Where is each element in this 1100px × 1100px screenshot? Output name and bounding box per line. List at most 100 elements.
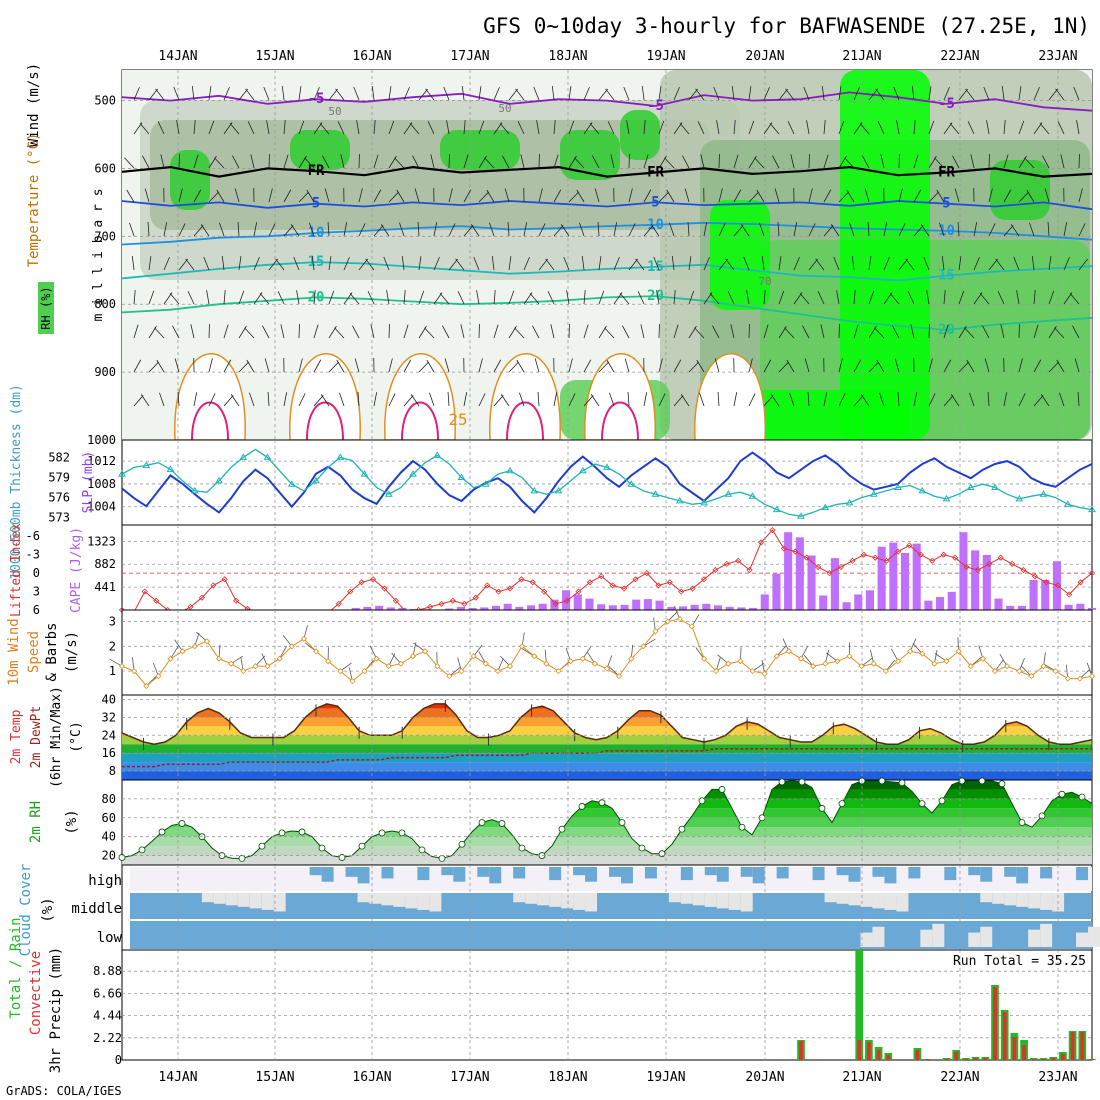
cloud-mid-cell-64 <box>896 893 909 912</box>
wind10m-point-71 <box>979 655 986 662</box>
temp2m-ylabel-2: (6hr Min/Max) <box>49 686 64 788</box>
lifted-index-point-73 <box>952 554 959 561</box>
wind-barb-410 <box>748 86 752 101</box>
wind-barb-70 <box>238 88 248 101</box>
thickness-point <box>894 483 902 490</box>
wind-barb-227 <box>460 324 465 339</box>
wind-barb-500 <box>875 88 885 101</box>
wind-barb-595 <box>1013 256 1020 271</box>
cape-bar-66 <box>889 542 898 610</box>
wind10m-barb-38 <box>582 646 591 659</box>
lifted-index-point-71 <box>929 557 936 564</box>
rh-point-84 <box>958 777 966 785</box>
wind-barb-513 <box>898 188 903 203</box>
precip-conv-bar-99 <box>1080 1032 1085 1060</box>
wind-barb-215 <box>448 258 458 271</box>
wind10m-point-45 <box>664 618 671 625</box>
wind10m-point-36 <box>555 668 562 675</box>
cape-bar-68 <box>912 543 921 610</box>
date-label-top-2: 16JAN <box>352 49 391 64</box>
lifted-index-point-33 <box>495 588 502 595</box>
wind-barb-217 <box>442 325 450 339</box>
rh-point-46 <box>578 803 586 810</box>
rh-point-52 <box>638 844 646 852</box>
cape-bar-39 <box>573 594 582 610</box>
lifted-index-point-78 <box>1009 560 1016 567</box>
wind-barb-580 <box>1001 86 1005 101</box>
precip-ytick-4: 8.88 <box>93 964 122 978</box>
precip-conv-bar-91 <box>1002 1012 1007 1060</box>
cloud-high-cell-30 <box>489 867 502 884</box>
wind-barb-612 <box>1042 155 1050 169</box>
wind10m-point-7 <box>203 638 210 645</box>
wind-barb-341 <box>643 120 646 135</box>
cape-bar-45 <box>643 599 652 610</box>
wind-barb-120 <box>313 86 320 101</box>
wind10m-barb-12 <box>261 653 268 667</box>
wind-barb-324 <box>613 222 618 237</box>
wind-barb-202 <box>430 154 435 169</box>
wind-barb-39 <box>177 392 180 407</box>
wind-barb-53 <box>208 191 220 203</box>
wind-barb-159 <box>357 392 360 407</box>
wind-barb-611 <box>1039 123 1050 135</box>
cloud-low-band <box>130 921 1092 949</box>
wind-barb-30 <box>173 86 180 101</box>
thickness-point <box>263 453 272 460</box>
wind-barb-45 <box>185 258 195 271</box>
wind-barb-300 <box>583 86 590 101</box>
wind-barb-575 <box>988 258 998 271</box>
wind-barb-374 <box>687 222 690 237</box>
wind-barb-527 <box>910 324 915 339</box>
cloud-mid-cell-50 <box>728 893 741 910</box>
wind-barb-567 <box>964 327 975 339</box>
wind-barb-286 <box>547 291 555 305</box>
wind10m-barb-57 <box>804 655 814 667</box>
lifted-index-point-80 <box>1031 573 1038 580</box>
wind-barb-534 <box>920 224 930 237</box>
wind10m-point-70 <box>967 663 974 670</box>
cloud-mid-cell-23 <box>405 893 418 909</box>
wind-barb-484 <box>849 222 855 237</box>
lifted-index-point-34 <box>506 585 514 592</box>
cloud-mid-cell-45 <box>668 893 681 903</box>
wind10m-point-40 <box>603 665 611 672</box>
wind-barb-72 <box>232 155 240 169</box>
wind-barb-221 <box>463 120 466 135</box>
wind-barb-256 <box>508 290 515 305</box>
wind-barb-213 <box>448 188 453 203</box>
date-label-top-7: 21JAN <box>842 49 881 64</box>
wind-barb-216 <box>439 293 450 305</box>
wind-barb-291 <box>568 120 575 135</box>
wind-barb-265 <box>523 256 530 271</box>
wind-barb-436 <box>778 290 785 305</box>
wind-barb-269 <box>519 392 525 407</box>
lifted-index-point-68 <box>894 548 902 555</box>
rh-point-32 <box>438 854 446 862</box>
wind10m-point-62 <box>870 660 877 667</box>
wind-barb-290 <box>568 86 572 101</box>
wind10m-point-26 <box>434 663 441 670</box>
precip-ytick-0: 0 <box>115 1053 122 1067</box>
wind-barb-254 <box>507 222 510 237</box>
wind10m-barb-64 <box>891 648 899 662</box>
wind-barb-402 <box>733 154 739 169</box>
wind10m-point-10 <box>240 668 247 675</box>
wind-barb-142 <box>340 154 345 169</box>
wind-barb-568 <box>966 359 975 373</box>
wind-barb-579 <box>987 392 990 407</box>
wind-barb-224 <box>463 225 474 237</box>
wind-barb-333 <box>628 188 633 203</box>
wind-barb-608 <box>1033 359 1042 373</box>
wind-barb-390 <box>713 86 720 101</box>
wind-barb-343 <box>643 189 652 203</box>
date-label-bottom-4: 18JAN <box>548 1070 587 1085</box>
wind-barb-115 <box>293 256 300 271</box>
precip-conv-bar-87 <box>963 1059 968 1060</box>
lifted-index-point-72 <box>940 551 947 558</box>
lifted-index-point-29 <box>449 597 456 604</box>
wind-barb-373 <box>684 188 690 203</box>
date-label-top-0: 14JAN <box>158 49 197 64</box>
wind-barb-11 <box>139 123 150 135</box>
wind-barb-184 <box>399 222 405 237</box>
